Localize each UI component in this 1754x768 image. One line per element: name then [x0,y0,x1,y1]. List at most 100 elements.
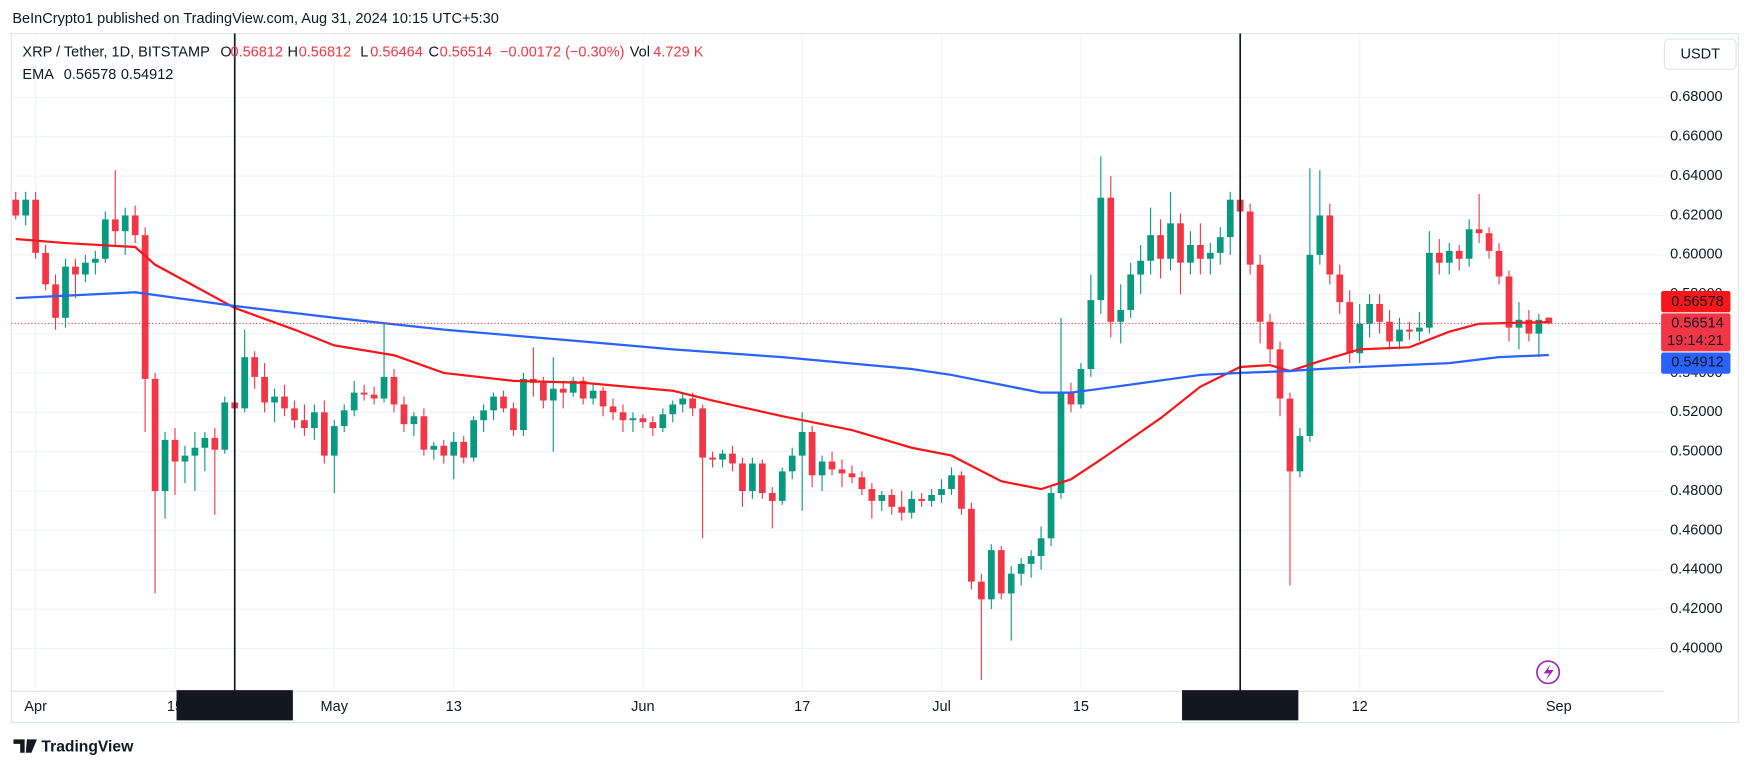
candle-body [191,447,199,456]
candle-body [330,426,338,456]
candle-body [291,408,298,421]
candle-body [938,489,945,495]
currency-box[interactable] [1663,38,1737,70]
legend: XRP / Tether, 1D, BITSTAMP O 0.56812 H 0… [22,44,703,82]
candle-body [1366,304,1373,324]
crosshair-label: Wed 31 Jul '24 [1192,698,1287,714]
price-badge-value: 0.56514 [1671,315,1724,331]
candle-body [460,441,468,458]
candle-body [370,394,378,399]
candle-body [211,437,219,450]
candle-body [599,390,607,407]
crosshair-label-box [1182,690,1299,721]
candle-body [1435,252,1443,263]
candle-body [768,493,776,501]
y-tick-label: 0.46000 [1670,522,1723,538]
icon-ring[interactable] [1536,660,1561,685]
candle-body [440,445,448,456]
candle-body [171,439,179,462]
replay-icon[interactable] [1536,660,1561,685]
close-value: 0.56514 [440,44,493,60]
candle-body [470,420,478,458]
candle-body [1326,215,1334,275]
volume-value: 4.729 K [653,44,703,60]
candle-body [12,199,20,216]
candle-body [1077,369,1085,405]
y-tick-label: 0.52000 [1670,404,1723,420]
candle-body [1087,300,1095,370]
candle-body [1276,349,1284,399]
high-label: H [288,44,299,60]
ema-badge-value: 0.56578 [1671,294,1724,310]
ema-badge [1661,291,1731,313]
candle-body [201,437,209,448]
candle-body [928,494,935,501]
candle-body [1475,229,1483,234]
volume-label: Vol [630,44,650,60]
candle-body [948,475,955,490]
candle-body [1495,250,1503,277]
candle-body [1037,538,1045,557]
chart-frame [10,32,1739,724]
candle-body [958,475,965,509]
candle-body [729,453,736,464]
candle-body [221,402,229,450]
currency[interactable]: USDT [1680,47,1720,63]
y-tick-label: 0.62000 [1670,207,1723,223]
candle-body [749,463,756,492]
candle-body [1406,329,1413,332]
candle-body [1425,252,1433,328]
candle-body [539,382,547,401]
y-tick-label: 0.40000 [1670,640,1723,656]
y-tick-label: 0.64000 [1670,168,1723,184]
candle-body [261,376,268,403]
candle-body [400,404,408,425]
candle-body [410,416,418,425]
candle-body [997,550,1005,594]
candle-body [838,469,846,474]
candle-body [430,445,438,450]
candle-body [1197,244,1204,259]
brand-mark [13,739,37,753]
candle-body [420,416,428,450]
candle-body [1445,250,1453,263]
candle-body [1465,229,1473,259]
candle-body [141,235,149,379]
open-label: O [220,44,231,60]
candle-body [1505,276,1513,328]
ema-line [15,237,1549,491]
candle-body [72,266,79,275]
countdown: 19:14:21 [1667,333,1724,349]
currency-button[interactable]: USDT [1663,38,1737,70]
candle-body [987,550,995,600]
icon-bolt[interactable] [1543,664,1554,681]
candle-body [629,418,637,421]
x-tick-label: Jun [631,699,654,715]
candle-body [1396,329,1403,342]
candle-body [908,498,916,513]
candle-body [1147,235,1154,261]
candle-body [918,498,925,501]
candle-body [719,453,726,460]
candle-body [1266,321,1274,350]
y-tick-label: 0.50000 [1670,444,1723,460]
candle-body [559,388,567,393]
candle-body [828,461,836,470]
candle-body [639,418,647,423]
crosshair-label-box [176,690,293,721]
candle-body [679,398,687,405]
y-tick-label: 0.66000 [1670,129,1723,145]
candle-body [1047,493,1055,539]
candle-body [709,457,716,460]
y-tick-label: 0.68000 [1670,89,1723,105]
candle-body [659,414,667,429]
candle-body [52,284,59,318]
y-tick-label: 0.42000 [1670,601,1723,617]
axes: 0.40000 0.42000 0.44000 0.46000 0.48000 0.500… [24,89,1723,721]
candle-body [1376,304,1383,322]
candle-body [251,357,258,377]
candle-body [788,455,796,472]
candle-body [1306,254,1314,436]
high-value: 0.56812 [299,44,352,60]
